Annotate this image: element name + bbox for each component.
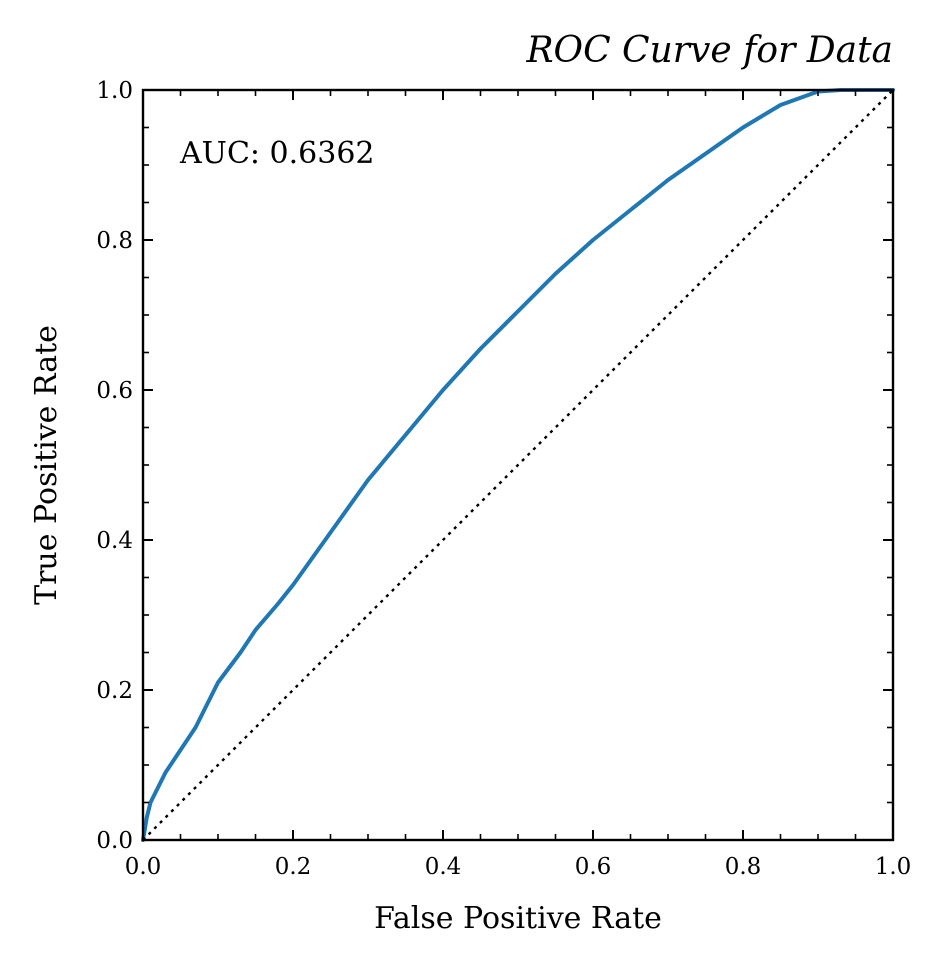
x-axis-label: False Positive Rate <box>374 901 662 936</box>
chart-title: ROC Curve for Data <box>525 30 893 71</box>
y-tick-label: 0.4 <box>96 528 133 554</box>
x-tick-label: 0.0 <box>125 854 162 880</box>
x-tick-label: 0.8 <box>725 854 762 880</box>
x-tick-label: 0.4 <box>425 854 462 880</box>
x-tick-label: 0.2 <box>275 854 312 880</box>
y-axis-label: True Positive Rate <box>29 325 64 605</box>
x-tick-label: 1.0 <box>875 854 912 880</box>
y-tick-label: 0.6 <box>96 378 133 404</box>
auc-annotation: AUC: 0.6362 <box>179 136 375 171</box>
plot-area: 0.00.0 0.2 0.2 0.4 0.4 0.6 0.6 0.8 0.8 1.0 1.0 <box>96 78 911 880</box>
y-tick-label: 1.0 <box>96 78 133 104</box>
chance-diagonal-line <box>142 89 894 841</box>
x-tick-label: 0.6 <box>575 854 612 880</box>
roc-curve-line <box>141 88 895 842</box>
y-tick-label: 0.2 <box>96 678 133 704</box>
y-tick-label: 0.8 <box>96 228 133 254</box>
y-tick-label: 0.0 <box>96 828 133 854</box>
